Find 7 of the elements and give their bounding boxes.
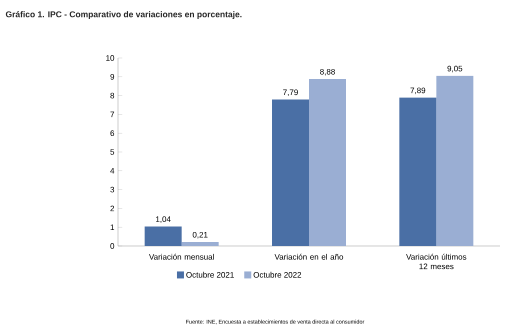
- bar: [309, 79, 346, 246]
- bar: [182, 242, 219, 246]
- bar: [436, 76, 474, 246]
- bar: [399, 98, 436, 246]
- chart-title: Gráfico 1. IPC - Comparativo de variaciones en porcentaje.: [6, 11, 242, 19]
- bar: [272, 100, 310, 246]
- bar: [144, 226, 182, 246]
